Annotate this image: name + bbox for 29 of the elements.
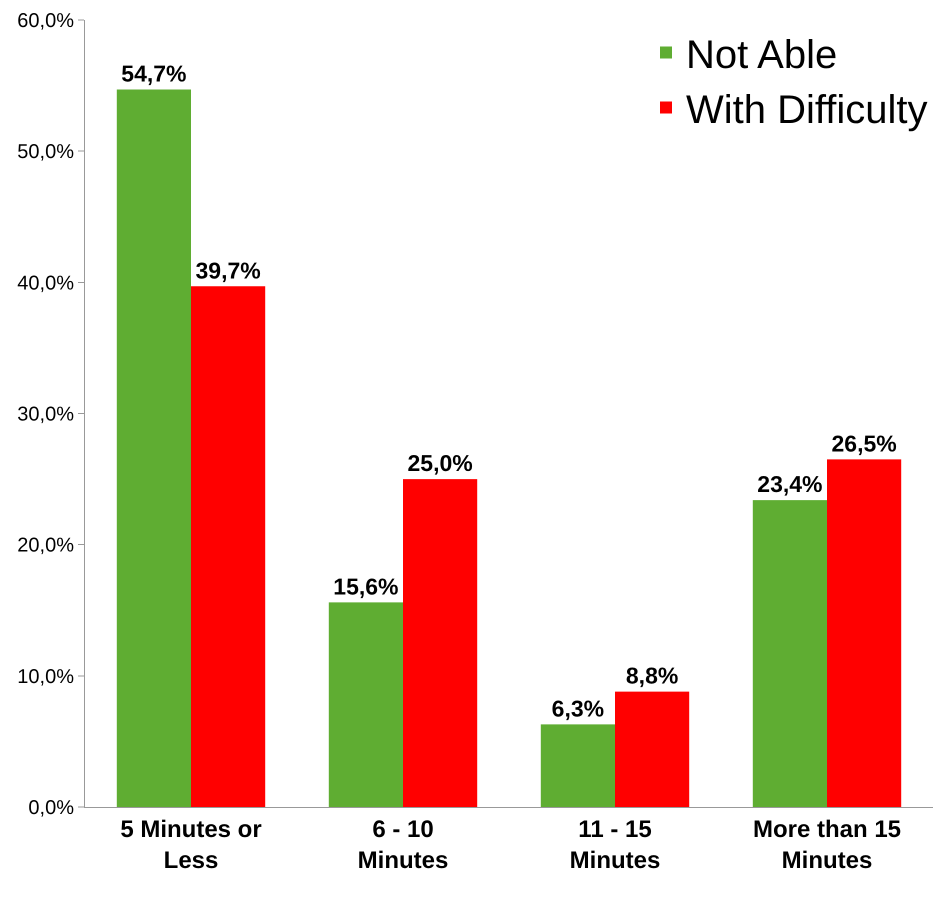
- data-label: 26,5%: [831, 430, 897, 456]
- y-tick-label: 0,0%: [28, 797, 74, 819]
- y-tick-label: 50,0%: [17, 141, 74, 164]
- data-label: 23,4%: [757, 471, 823, 498]
- y-tick-label: 10,0%: [17, 666, 74, 688]
- x-tick-label: 11 - 15 Minutes: [570, 816, 660, 874]
- legend-label: With Difficulty: [686, 88, 928, 132]
- y-tick-label: 60,0%: [17, 10, 74, 32]
- data-label: 8,8%: [626, 662, 678, 689]
- bar: [827, 459, 902, 807]
- x-tick-label: 6 - 10 Minutes: [358, 816, 448, 874]
- data-label: 25,0%: [407, 450, 473, 476]
- y-tick-label: 20,0%: [17, 534, 74, 557]
- y-tick-label: 40,0%: [17, 272, 74, 294]
- data-label: 15,6%: [333, 573, 399, 600]
- legend-label: Not Able: [686, 33, 838, 78]
- bar: [752, 500, 827, 807]
- bar: [328, 602, 403, 807]
- bar: [191, 286, 266, 807]
- data-label: 39,7%: [195, 257, 261, 284]
- bar: [116, 90, 191, 807]
- x-tick-label: 5 Minutes or Less: [120, 816, 262, 874]
- x-tick-label: More than 15 Minutes: [752, 816, 902, 874]
- bar: [615, 692, 690, 807]
- data-label: 6,3%: [552, 695, 604, 722]
- y-tick-label: 30,0%: [17, 404, 74, 426]
- bar: [540, 724, 615, 807]
- data-label: 54,7%: [121, 60, 187, 87]
- bar: [403, 479, 478, 807]
